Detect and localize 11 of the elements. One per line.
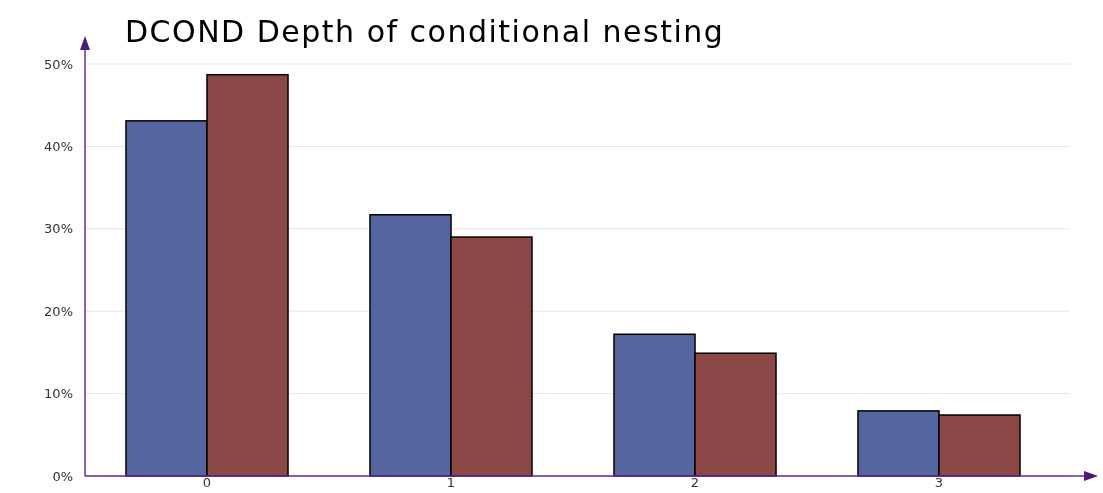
y-tick-label: 0% — [52, 468, 73, 484]
x-tick-label: 3 — [934, 475, 944, 491]
y-tick-label: 30% — [44, 221, 73, 237]
y-tick-label: 20% — [44, 303, 73, 319]
x-tick-label: 1 — [446, 475, 456, 491]
y-tick-label: 10% — [44, 386, 73, 402]
x-tick-label: 2 — [690, 475, 700, 491]
chart-title: DCOND Depth of conditional nesting — [125, 14, 725, 49]
y-tick-label: 50% — [44, 56, 73, 72]
y-tick-label: 40% — [44, 139, 73, 155]
x-tick-label: 0 — [202, 475, 212, 491]
